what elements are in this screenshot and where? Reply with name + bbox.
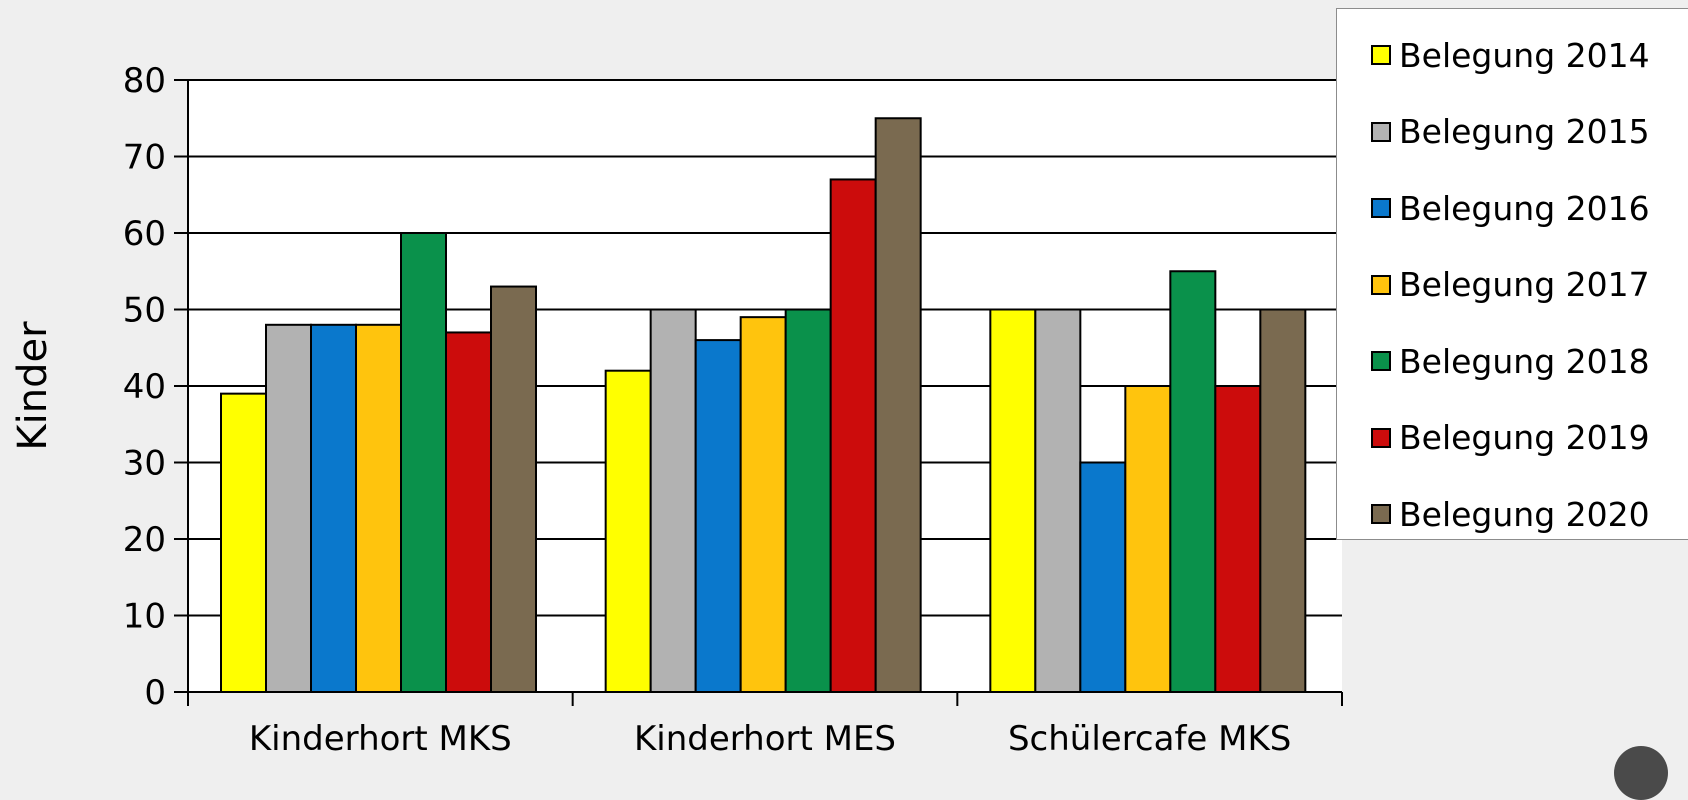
legend-label: Belegung 2020 bbox=[1399, 494, 1650, 534]
legend-item: Belegung 2019 bbox=[1371, 418, 1650, 458]
bar bbox=[739, 316, 787, 693]
y-tick-label: 60 bbox=[123, 214, 166, 254]
bar-chart: 0 10 20 30 40 50 60 70 80 Kinder Kinderhort MKS Kin… bbox=[10, 61, 1343, 756]
bar bbox=[1124, 385, 1172, 693]
bar bbox=[649, 308, 697, 693]
bar bbox=[1079, 461, 1127, 693]
legend-label: Belegung 2016 bbox=[1399, 188, 1650, 228]
bar bbox=[400, 232, 447, 693]
legend-swatch bbox=[1371, 198, 1391, 218]
legend-swatch bbox=[1371, 274, 1391, 295]
legend-item: Belegung 2014 bbox=[1371, 35, 1650, 75]
legend-item: Belegung 2020 bbox=[1371, 494, 1650, 534]
y-tick-label: 0 bbox=[144, 673, 166, 713]
bar bbox=[220, 392, 267, 693]
y-tick-label: 20 bbox=[123, 520, 166, 560]
bar bbox=[784, 308, 832, 693]
y-tick-label: 40 bbox=[123, 367, 166, 407]
x-tick-label: Kinderhort MES bbox=[634, 719, 896, 756]
legend-item: Belegung 2015 bbox=[1371, 112, 1650, 152]
bar bbox=[445, 331, 492, 693]
x-tick-label: Schülercafe MKS bbox=[1008, 719, 1291, 756]
legend-label: Belegung 2015 bbox=[1399, 112, 1650, 151]
y-tick-label: 80 bbox=[123, 61, 166, 101]
bar bbox=[604, 369, 652, 693]
legend-label: Belegung 2018 bbox=[1399, 341, 1650, 381]
bar bbox=[490, 285, 537, 693]
legend-item: Belegung 2017 bbox=[1371, 265, 1650, 305]
y-tick-label: 70 bbox=[123, 138, 166, 178]
legend-label: Belegung 2019 bbox=[1399, 418, 1650, 457]
corner-circle-decoration bbox=[1614, 746, 1668, 800]
bar bbox=[829, 178, 877, 693]
bar bbox=[694, 339, 742, 693]
bar bbox=[989, 308, 1037, 693]
legend-item: Belegung 2018 bbox=[1371, 341, 1650, 381]
legend-swatch bbox=[1371, 45, 1391, 65]
bar bbox=[310, 323, 357, 693]
bar bbox=[355, 323, 402, 693]
y-axis-label: Kinder bbox=[10, 321, 56, 451]
bar bbox=[874, 117, 922, 693]
bar bbox=[265, 323, 312, 693]
y-tick-label: 30 bbox=[123, 444, 166, 484]
y-tick-label: 50 bbox=[123, 291, 166, 331]
bar bbox=[1259, 308, 1307, 693]
legend-swatch bbox=[1371, 504, 1391, 524]
legend-swatch bbox=[1371, 351, 1391, 371]
bar bbox=[1034, 308, 1082, 693]
legend-label: Belegung 2017 bbox=[1399, 265, 1650, 304]
legend-swatch bbox=[1371, 427, 1391, 448]
legend-item: Belegung 2016 bbox=[1371, 188, 1650, 228]
bar bbox=[1214, 385, 1262, 693]
y-tick-label: 10 bbox=[123, 597, 166, 637]
chart-legend: Belegung 2014 Belegung 2015 Belegung 2016 B… bbox=[1336, 8, 1688, 540]
legend-swatch bbox=[1371, 121, 1391, 142]
x-tick-label: Kinderhort MKS bbox=[249, 719, 512, 756]
legend-label: Belegung 2014 bbox=[1399, 35, 1650, 75]
bar bbox=[1169, 270, 1217, 693]
